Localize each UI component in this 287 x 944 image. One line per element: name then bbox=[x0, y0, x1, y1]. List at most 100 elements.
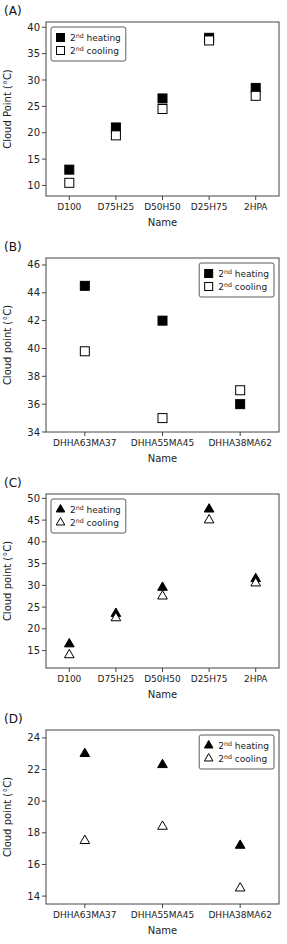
legend: 2nd heating2nd cooling bbox=[51, 499, 126, 533]
legend-swatch bbox=[57, 47, 65, 55]
legend-label: 2nd cooling bbox=[70, 44, 119, 56]
x-tick bbox=[69, 196, 70, 200]
plot-frame bbox=[46, 258, 279, 432]
y-tick-label: 25 bbox=[27, 101, 40, 112]
legend-swatch bbox=[205, 270, 213, 278]
x-tick-label: D100 bbox=[57, 674, 81, 684]
point bbox=[80, 835, 90, 843]
panel: 1520253035404550Cloud point (°C)D100D75H… bbox=[2, 476, 279, 700]
y-tick-label: 20 bbox=[27, 127, 40, 138]
point bbox=[204, 504, 214, 512]
x-tick-label: DHHA63MA37 bbox=[53, 910, 116, 920]
x-tick-label: D50H50 bbox=[144, 202, 181, 212]
marks bbox=[80, 748, 245, 891]
y-tick-label: 10 bbox=[27, 180, 40, 191]
point bbox=[235, 883, 245, 891]
point bbox=[235, 840, 245, 848]
point bbox=[251, 578, 261, 586]
y-tick-label: 20 bbox=[27, 623, 40, 634]
y-tick bbox=[42, 650, 46, 651]
marks bbox=[80, 281, 244, 422]
y-tick bbox=[42, 264, 46, 265]
legend-label: 2nd heating bbox=[218, 739, 269, 751]
x-tick-label: DHHA38MA62 bbox=[208, 438, 271, 448]
y-tick bbox=[42, 80, 46, 81]
point bbox=[158, 759, 168, 767]
legend-swatch bbox=[56, 505, 65, 512]
x-tick bbox=[240, 904, 241, 908]
x-axis-label: Name bbox=[148, 925, 178, 936]
legend-frame bbox=[199, 735, 274, 769]
point bbox=[158, 591, 168, 599]
y-tick bbox=[42, 541, 46, 542]
x-tick bbox=[115, 196, 116, 200]
x-tick bbox=[115, 668, 116, 672]
y-tick-label: 46 bbox=[27, 259, 40, 270]
figure: 10152025303540Cloud Point (°C)D100D75H25… bbox=[0, 0, 287, 944]
x-tick bbox=[209, 196, 210, 200]
x-axis-label: Name bbox=[148, 453, 178, 464]
legend-swatch bbox=[56, 518, 65, 525]
point bbox=[80, 748, 90, 756]
legend-frame bbox=[51, 499, 126, 533]
legend-swatch bbox=[204, 754, 213, 761]
legend-label: 2nd heating bbox=[218, 267, 269, 279]
point bbox=[158, 316, 167, 325]
legend-frame bbox=[199, 263, 274, 297]
legend: 2nd heating2nd cooling bbox=[199, 263, 274, 297]
y-tick-label: 20 bbox=[27, 796, 40, 807]
x-tick bbox=[69, 668, 70, 672]
legend-frame bbox=[51, 27, 126, 61]
y-tick bbox=[42, 432, 46, 433]
panel-label: (B) bbox=[4, 240, 22, 254]
x-axis-label: Name bbox=[148, 217, 178, 228]
y-tick bbox=[42, 348, 46, 349]
x-tick-label: DHHA38MA62 bbox=[208, 910, 271, 920]
point bbox=[64, 638, 74, 646]
y-tick bbox=[42, 185, 46, 186]
legend-label: 2nd cooling bbox=[218, 280, 267, 292]
y-tick-label: 42 bbox=[27, 315, 40, 326]
x-tick-label: 2HPA bbox=[244, 674, 268, 684]
y-tick-label: 40 bbox=[27, 22, 40, 33]
y-tick bbox=[42, 404, 46, 405]
x-tick-label: D75H25 bbox=[98, 674, 135, 684]
y-tick-label: 24 bbox=[27, 732, 40, 743]
y-tick bbox=[42, 864, 46, 865]
point bbox=[205, 36, 214, 45]
legend-swatch bbox=[205, 283, 213, 291]
y-tick bbox=[42, 27, 46, 28]
panel-label: (A) bbox=[4, 4, 22, 18]
legend: 2nd heating2nd cooling bbox=[51, 27, 126, 61]
y-tick-label: 50 bbox=[27, 493, 40, 504]
y-tick-label: 30 bbox=[27, 75, 40, 86]
x-tick bbox=[84, 904, 85, 908]
point bbox=[158, 414, 167, 423]
plot-frame bbox=[46, 730, 279, 904]
y-axis-label: Cloud Point (°C) bbox=[2, 69, 13, 149]
y-tick bbox=[42, 801, 46, 802]
plot-frame bbox=[46, 494, 279, 668]
y-tick-label: 22 bbox=[27, 764, 40, 775]
y-tick bbox=[42, 159, 46, 160]
y-tick bbox=[42, 628, 46, 629]
y-tick-label: 40 bbox=[27, 343, 40, 354]
point bbox=[80, 347, 89, 356]
point bbox=[204, 515, 214, 523]
x-tick-label: DHHA55MA45 bbox=[131, 910, 194, 920]
marks bbox=[64, 504, 260, 658]
point bbox=[111, 131, 120, 140]
point bbox=[158, 105, 167, 114]
legend-swatch bbox=[57, 34, 65, 42]
y-tick-label: 15 bbox=[27, 645, 40, 656]
x-tick-label: DHHA55MA45 bbox=[131, 438, 194, 448]
x-tick-label: D25H75 bbox=[191, 202, 228, 212]
legend-label: 2nd heating bbox=[70, 503, 121, 515]
y-tick bbox=[42, 106, 46, 107]
point bbox=[65, 178, 74, 187]
panel: 10152025303540Cloud Point (°C)D100D75H25… bbox=[2, 4, 279, 228]
x-tick bbox=[162, 904, 163, 908]
y-axis-label: Cloud point (°C) bbox=[2, 541, 13, 621]
y-tick-label: 14 bbox=[27, 891, 40, 902]
x-tick bbox=[209, 668, 210, 672]
